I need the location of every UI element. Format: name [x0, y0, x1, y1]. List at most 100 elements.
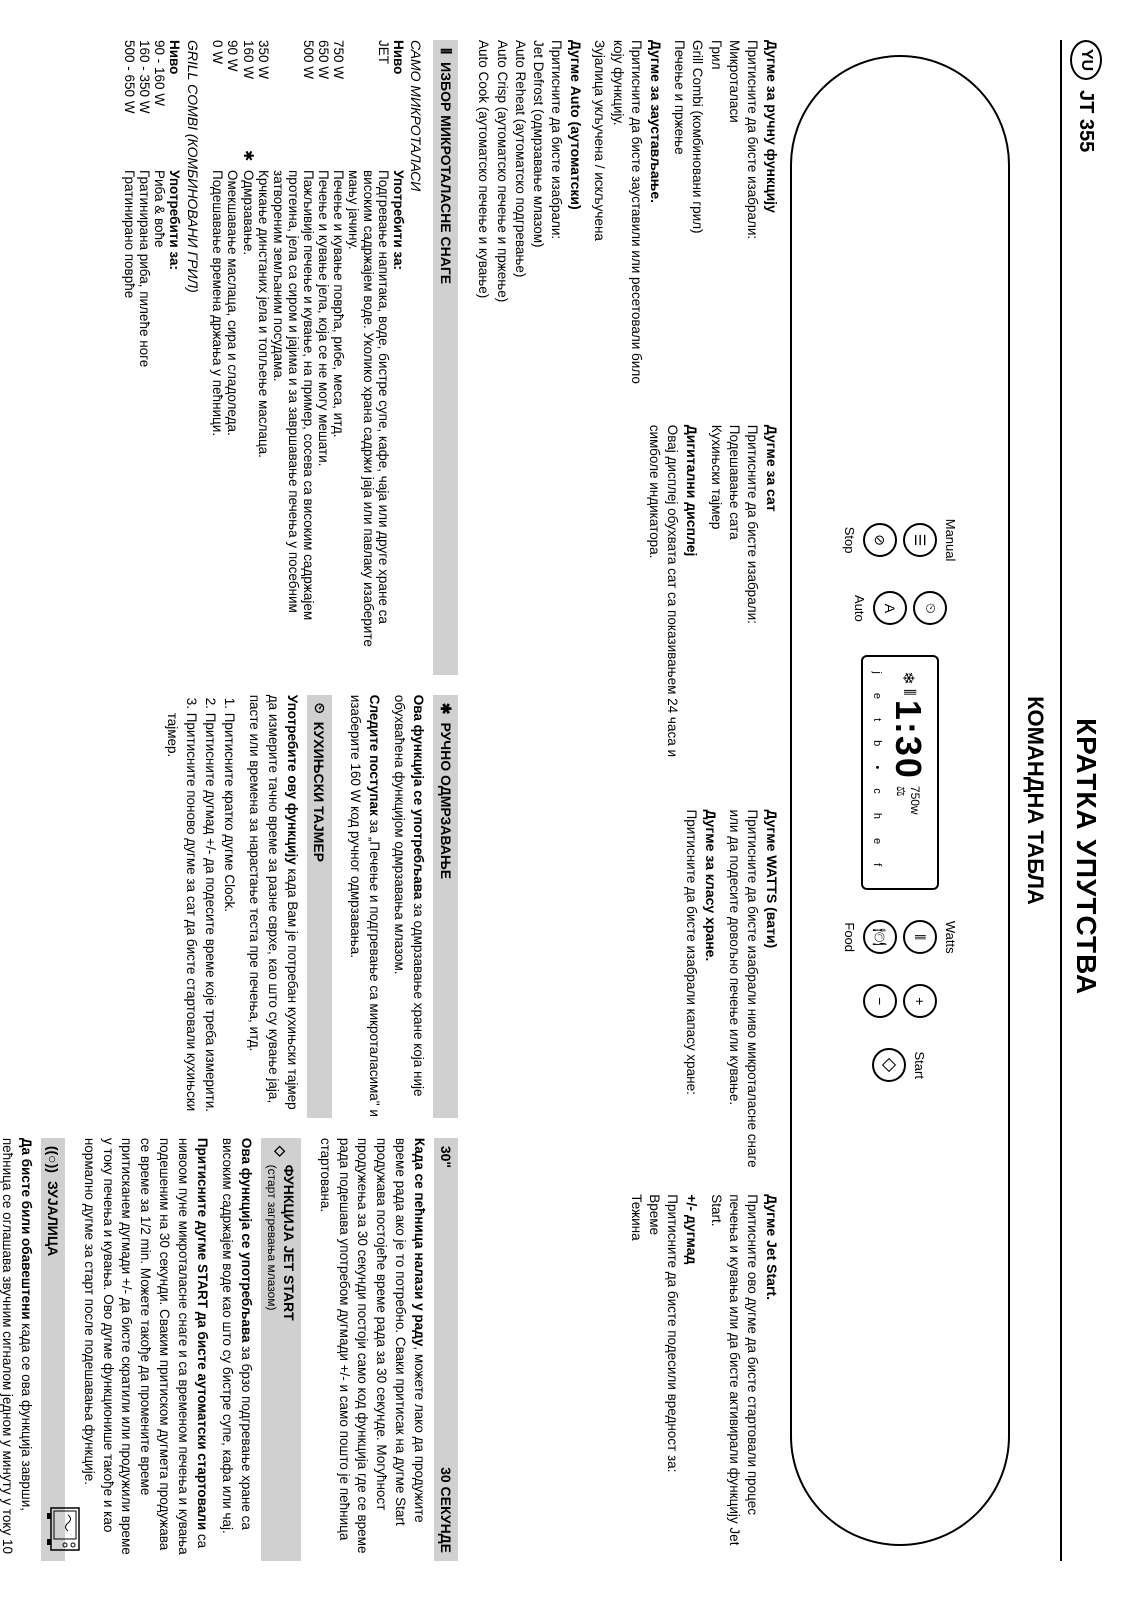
watts-fn-heading: Дугме WATTS (вати) [764, 810, 780, 1177]
auto-item: Auto Crisp (аутоматско печење и пржење) [492, 40, 510, 407]
region-badge: YU [1070, 40, 1102, 80]
manual-item: Печење и пржење [670, 40, 688, 407]
grill-w: 160 - 350 W [137, 40, 152, 150]
kitchen-timer-title: КУХИЊСКИ ТАЈМЕР [311, 722, 327, 862]
manual-button-icon: ☰ [903, 523, 937, 557]
section-title-panel: КОМАНДНА ТАБЛА [1022, 40, 1048, 1561]
jetstart-fn-sub: (старт загревања млазом) [265, 1165, 279, 1311]
stop-label: Stop [842, 527, 857, 554]
grill-w: 90 - 160 W [152, 40, 167, 150]
power-w: 90 W [225, 40, 240, 150]
auto-item: Auto Reheat (аутоматско подгревање) [511, 40, 529, 407]
button-descriptions: Дугме за ручну функцију Притисните да би… [474, 40, 780, 1561]
snowflake-icon: ✱ [240, 150, 256, 170]
clock-item: Подешавање сата [725, 425, 743, 792]
display-time: 1:30 [887, 700, 929, 780]
defrost-icon: ❄ [898, 671, 918, 684]
power-t: Одмрзавање. [240, 170, 256, 675]
power-t: Печење и кување јела, која се не могу ме… [316, 170, 331, 675]
auto-item: Jet Defrost (одмрзавање млазом) [529, 40, 547, 407]
right-column: 30"30 СЕКУНДЕ Када се пећница налази у р… [0, 1138, 458, 1561]
kt-p1h: Употребите ову функцију [285, 695, 300, 865]
display-fn-text: Овај дисплеј обухвата сат са показивањем… [645, 425, 681, 792]
diamond-icon: ◇ [272, 1146, 289, 1157]
level-header: Ниво [167, 40, 182, 150]
usefor-header: Употребити за: [167, 170, 182, 675]
power-t: Омекшавање маслаца, сира и сладоледа. [225, 170, 240, 675]
plusminus-item: Тежина [627, 1194, 645, 1561]
grill-t: Риба & воће [152, 170, 167, 675]
watts-button: ⦀ [903, 920, 937, 954]
power-bar-title: ИЗБОР МИКРОТАЛАСНЕ СНАГЕ [438, 62, 454, 284]
power-t: Подгревање напитака, воде, бистре супе, … [346, 170, 391, 675]
js-p2h: Притисните дугме START да бисте аутоматс… [195, 1138, 210, 1530]
watts-fn-text: Притисните да бисте изабрали ниво микрот… [725, 810, 761, 1177]
clock-button-icon: ⏲ [914, 591, 948, 625]
indicator-row: j e t b • c h e f [871, 671, 883, 874]
snowflake-icon: ✱ [437, 703, 454, 715]
manual-defrost-title: РУЧНО ОДМРЗАВАЊЕ [438, 722, 454, 879]
microwave-icon [40, 1507, 83, 1551]
stop-fn-heading: Дугме за заустављање. [648, 40, 664, 407]
clock-fn-text: Притисните да бисте изабрали: [743, 425, 761, 792]
power-w: 350 W [256, 40, 271, 150]
auto-item: Auto Cook (аутоматско печење и кување) [474, 40, 492, 407]
power-t: Пажљивије печење и кување, на пример, со… [271, 170, 316, 675]
clock-icon: ⏲ [311, 703, 328, 714]
display-power: 750w [908, 786, 922, 815]
plusminus-item: Време [645, 1194, 663, 1561]
jetstart-fn-title: ФУНКЦИЈА JET START [281, 1165, 297, 1321]
power-t: Крчкање динстаних јела и топљење маслаца… [256, 170, 271, 675]
weight-icon: ⚖ [894, 786, 908, 797]
food-label: Food [842, 922, 857, 952]
only-micro-heading: САМО МИКРОТАЛАСИ [406, 40, 426, 675]
auto-label: Auto [853, 595, 868, 622]
power-w: JET [346, 40, 391, 150]
plus-button: + [903, 984, 937, 1018]
header-bar: YU JT 355 КРАТКА УПУТСТВА [1060, 40, 1102, 1561]
manual-fn-heading: Дугме за ручну функцију [764, 40, 780, 407]
level-header: Ниво [391, 40, 406, 150]
stop-fn-text: Притисните да бисте зауставили или ресет… [608, 40, 644, 407]
power-w: 500 W [271, 40, 316, 150]
minus-button: − [863, 984, 897, 1018]
s30-p1h: Када се пећница налази у раду [412, 1138, 427, 1347]
page-title: КРАТКА УПУТСТВА [1070, 152, 1102, 1561]
power-selection-column: ⦀ИЗБОР МИКРОТАЛАСНЕ СНАГЕ САМО МИКРОТАЛА… [0, 40, 458, 675]
food-fn-heading: Дугме за класу хране. [703, 810, 719, 1177]
jetstart-fn-heading: Дугме Jet Start. [764, 1194, 780, 1561]
s30-p1: , можете лако да продужите време рада ак… [318, 1138, 427, 1554]
kt-step: Притисните кратко дугме Clock. [219, 713, 238, 1118]
buzzer-title: ЗУЈАЛИЦА [45, 1181, 61, 1256]
manual-fn-text: Притисните да бисте изабрали: [743, 40, 761, 407]
watts-label: Watts [943, 921, 958, 954]
md-p1h: Ова функција се употребљава [411, 695, 426, 900]
grill-t: Гратинирано поврће [122, 170, 137, 675]
plusminus-fn-text: Притисните да бисте подесили вредност за… [663, 1194, 681, 1561]
grill-t: Гратинирана риба, пилеће ноге [137, 170, 152, 675]
power-t: Подешавање времена држања у пећници. [210, 170, 225, 675]
auto-fn-text: Притисните да бисте изабрали: [547, 40, 565, 407]
food-button: 🍽 [863, 920, 897, 954]
wave-icon: ⦀ [899, 689, 917, 696]
power-w: 0 W [210, 40, 225, 150]
middle-column: ✱ РУЧНО ОДМРЗАВАЊЕ Ова функција се употре… [0, 695, 458, 1118]
power-w: 650 W [316, 40, 331, 150]
manual-item: Грил [706, 40, 724, 407]
start-label: Start [913, 1051, 928, 1078]
control-panel-illustration: Manual ☰ ⊘ Stop ⏲ A Auto ❄ ⦀ 1:30 750w ⚖ [790, 55, 1010, 1546]
kt-step: Притисните дугмад +/- да подесите време … [200, 713, 219, 1118]
clock-item: Кухињски тајмер [706, 425, 724, 792]
stop-button-icon: ⊘ [863, 523, 897, 557]
manual-item: Микроталаси [725, 40, 743, 407]
power-t: Печење и кување поврћа, рибе, меса, итд. [331, 170, 346, 675]
start-button [873, 1048, 907, 1082]
md-p2h: Следите поступак [367, 695, 382, 816]
plusminus-fn-heading: +/- дугмад [684, 1194, 700, 1561]
food-fn-text: Притисните да бисте изабрали капасу хран… [681, 810, 699, 1177]
auto-button-icon: A [874, 591, 908, 625]
bz-p1h: Да бисте били обавештени [19, 1138, 34, 1320]
sec30-right: 30 СЕКУНДЕ [438, 1467, 454, 1553]
grill-w: 500 - 650 W [122, 40, 137, 150]
auto-fn-heading: Дугме Auto (аутоматски) [568, 40, 584, 407]
